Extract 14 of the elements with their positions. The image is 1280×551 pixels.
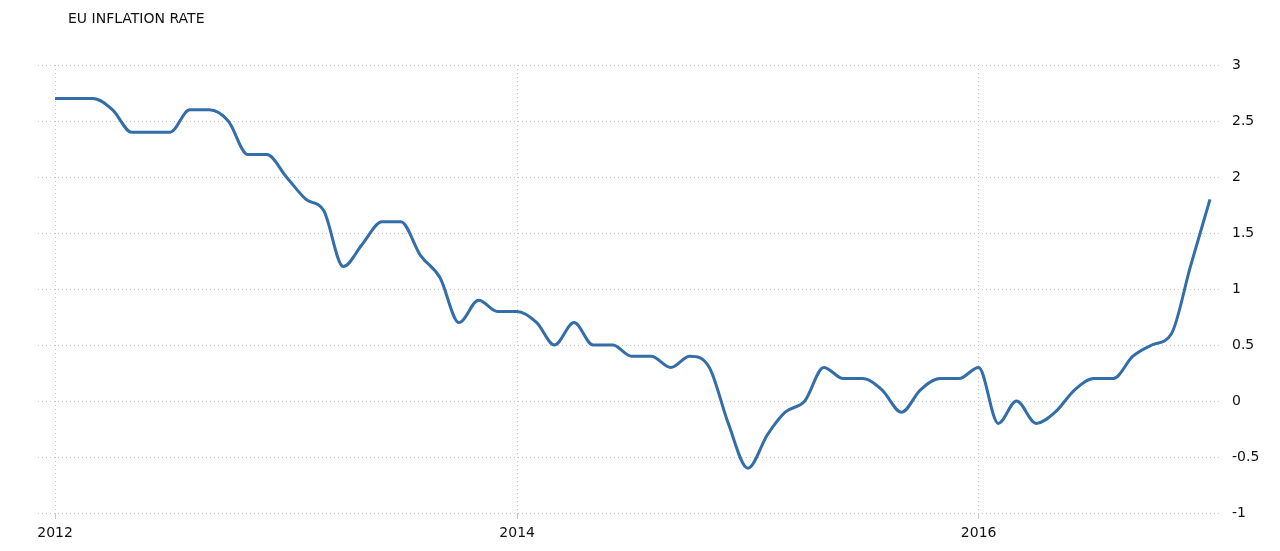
y-tick-label: 3 bbox=[1232, 55, 1241, 72]
y-tick-label: 1.5 bbox=[1232, 223, 1255, 240]
y-tick-label: -0.5 bbox=[1232, 447, 1260, 464]
line-series bbox=[53, 97, 1212, 470]
x-tick-label: 2016 bbox=[960, 524, 997, 541]
y-tick-label: 2 bbox=[1232, 167, 1241, 184]
x-tick-label: 2012 bbox=[37, 524, 73, 541]
y-tick-label: 1 bbox=[1232, 279, 1241, 296]
y-tick-label: -1 bbox=[1232, 503, 1246, 520]
x-tick-label: 2014 bbox=[499, 524, 536, 541]
chart-title: EU INFLATION RATE bbox=[68, 10, 205, 26]
y-tick-label: 2.5 bbox=[1232, 111, 1255, 128]
y-tick-label: 0 bbox=[1232, 391, 1241, 408]
y-tick-label: 0.5 bbox=[1232, 335, 1255, 352]
